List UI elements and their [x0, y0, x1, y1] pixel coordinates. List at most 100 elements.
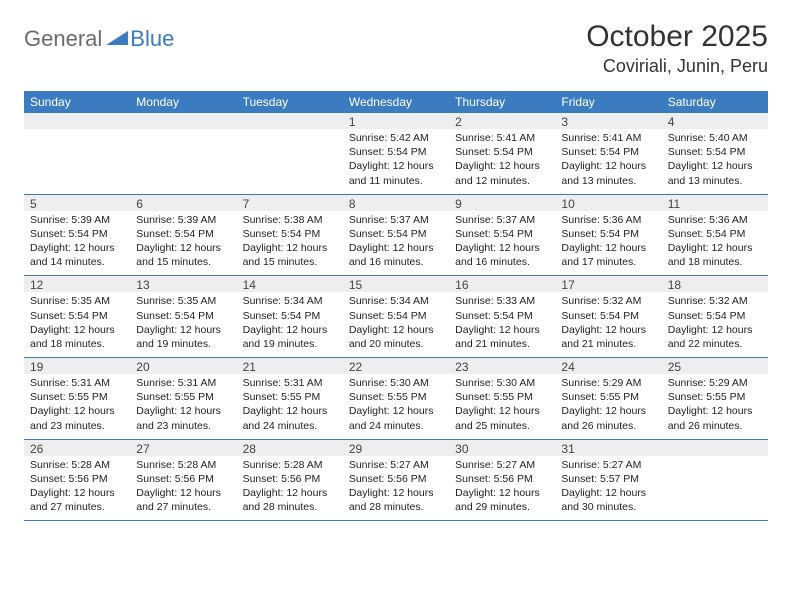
- day1-text: Daylight: 12 hours: [349, 241, 443, 255]
- day2-text: and 28 minutes.: [243, 500, 337, 514]
- day2-text: and 24 minutes.: [349, 419, 443, 433]
- day1-text: Daylight: 12 hours: [349, 404, 443, 418]
- cell-body: [662, 456, 768, 518]
- cell-body: Sunrise: 5:33 AMSunset: 5:54 PMDaylight:…: [449, 292, 555, 357]
- calendar-cell: 20Sunrise: 5:31 AMSunset: 5:55 PMDayligh…: [130, 358, 236, 439]
- weeks-container: 1Sunrise: 5:42 AMSunset: 5:54 PMDaylight…: [24, 113, 768, 521]
- day1-text: Daylight: 12 hours: [561, 159, 655, 173]
- day2-text: and 14 minutes.: [30, 255, 124, 269]
- week-row: 5Sunrise: 5:39 AMSunset: 5:54 PMDaylight…: [24, 195, 768, 277]
- calendar-cell: 19Sunrise: 5:31 AMSunset: 5:55 PMDayligh…: [24, 358, 130, 439]
- day2-text: and 19 minutes.: [136, 337, 230, 351]
- day-number: 16: [449, 276, 555, 292]
- sunrise-text: Sunrise: 5:27 AM: [455, 458, 549, 472]
- day1-text: Daylight: 12 hours: [561, 486, 655, 500]
- sunrise-text: Sunrise: 5:30 AM: [455, 376, 549, 390]
- calendar-cell: [662, 440, 768, 521]
- calendar-cell: 14Sunrise: 5:34 AMSunset: 5:54 PMDayligh…: [237, 276, 343, 357]
- sunset-text: Sunset: 5:54 PM: [455, 227, 549, 241]
- day-number: 31: [555, 440, 661, 456]
- calendar-cell: 17Sunrise: 5:32 AMSunset: 5:54 PMDayligh…: [555, 276, 661, 357]
- day2-text: and 15 minutes.: [136, 255, 230, 269]
- cell-body: Sunrise: 5:40 AMSunset: 5:54 PMDaylight:…: [662, 129, 768, 194]
- day2-text: and 12 minutes.: [455, 174, 549, 188]
- calendar-cell: 26 Sunrise: 5:28 AMSunset: 5:56 PMDayligh…: [24, 440, 130, 521]
- sunrise-text: Sunrise: 5:35 AM: [30, 294, 124, 308]
- day1-text: Daylight: 12 hours: [561, 404, 655, 418]
- sunrise-text: Sunrise: 5:33 AM: [455, 294, 549, 308]
- sunrise-text: Sunrise: 5:41 AM: [455, 131, 549, 145]
- calendar-cell: [24, 113, 130, 194]
- day1-text: Daylight: 12 hours: [30, 486, 124, 500]
- calendar-cell: [130, 113, 236, 194]
- sunset-text: Sunset: 5:56 PM: [30, 472, 124, 486]
- day-header-wednesday: Wednesday: [343, 91, 449, 113]
- day-number: 4: [662, 113, 768, 129]
- day1-text: Daylight: 12 hours: [455, 159, 549, 173]
- sunset-text: Sunset: 5:54 PM: [243, 309, 337, 323]
- sunrise-text: Sunrise: 5:42 AM: [349, 131, 443, 145]
- sunset-text: Sunset: 5:54 PM: [668, 145, 762, 159]
- day1-text: Daylight: 12 hours: [349, 323, 443, 337]
- calendar-cell: 27Sunrise: 5:28 AMSunset: 5:56 PMDayligh…: [130, 440, 236, 521]
- sunrise-text: Sunrise: 5:35 AM: [136, 294, 230, 308]
- cell-body: Sunrise: 5:34 AMSunset: 5:54 PMDaylight:…: [343, 292, 449, 357]
- cell-body: Sunrise: 5:39 AMSunset: 5:54 PMDaylight:…: [130, 211, 236, 276]
- location: Coviriali, Junin, Peru: [586, 56, 768, 77]
- calendar-cell: 8Sunrise: 5:37 AMSunset: 5:54 PMDaylight…: [343, 195, 449, 276]
- cell-body: Sunrise: 5:42 AMSunset: 5:54 PMDaylight:…: [343, 129, 449, 194]
- day1-text: Daylight: 12 hours: [30, 241, 124, 255]
- day2-text: and 27 minutes.: [30, 500, 124, 514]
- day2-text: and 27 minutes.: [136, 500, 230, 514]
- day2-text: and 11 minutes.: [349, 174, 443, 188]
- day2-text: and 16 minutes.: [455, 255, 549, 269]
- sunrise-text: Sunrise: 5:39 AM: [136, 213, 230, 227]
- calendar-cell: 29Sunrise: 5:27 AMSunset: 5:56 PMDayligh…: [343, 440, 449, 521]
- cell-body: Sunrise: 5:27 AMSunset: 5:56 PMDaylight:…: [343, 456, 449, 521]
- sunset-text: Sunset: 5:55 PM: [561, 390, 655, 404]
- cell-body: Sunrise: 5:32 AMSunset: 5:54 PMDaylight:…: [555, 292, 661, 357]
- day2-text: and 21 minutes.: [455, 337, 549, 351]
- cell-body: Sunrise: 5:29 AMSunset: 5:55 PMDaylight:…: [662, 374, 768, 439]
- day-number: [130, 113, 236, 129]
- sunrise-text: Sunrise: 5:38 AM: [243, 213, 337, 227]
- day-number: 1: [343, 113, 449, 129]
- day2-text: and 19 minutes.: [243, 337, 337, 351]
- day2-text: and 24 minutes.: [243, 419, 337, 433]
- sunrise-text: Sunrise: 5:29 AM: [668, 376, 762, 390]
- day1-text: Daylight: 12 hours: [243, 404, 337, 418]
- calendar-cell: 30Sunrise: 5:27 AMSunset: 5:56 PMDayligh…: [449, 440, 555, 521]
- day-header-row: Sunday Monday Tuesday Wednesday Thursday…: [24, 91, 768, 113]
- day-number: 26: [24, 440, 130, 456]
- cell-body: Sunrise: 5:31 AMSunset: 5:55 PMDaylight:…: [237, 374, 343, 439]
- logo-text-blue: Blue: [130, 26, 174, 52]
- day2-text: and 20 minutes.: [349, 337, 443, 351]
- day1-text: Daylight: 12 hours: [455, 323, 549, 337]
- cell-body: Sunrise: 5:36 AMSunset: 5:54 PMDaylight:…: [662, 211, 768, 276]
- day-header-friday: Friday: [555, 91, 661, 113]
- day2-text: and 30 minutes.: [561, 500, 655, 514]
- cell-body: Sunrise: 5:31 AMSunset: 5:55 PMDaylight:…: [24, 374, 130, 439]
- calendar-cell: 15Sunrise: 5:34 AMSunset: 5:54 PMDayligh…: [343, 276, 449, 357]
- day2-text: and 29 minutes.: [455, 500, 549, 514]
- calendar-cell: 1Sunrise: 5:42 AMSunset: 5:54 PMDaylight…: [343, 113, 449, 194]
- sunset-text: Sunset: 5:55 PM: [136, 390, 230, 404]
- day1-text: Daylight: 12 hours: [136, 486, 230, 500]
- day1-text: Daylight: 12 hours: [668, 159, 762, 173]
- day1-text: Daylight: 12 hours: [668, 404, 762, 418]
- sunset-text: Sunset: 5:55 PM: [455, 390, 549, 404]
- day2-text: and 15 minutes.: [243, 255, 337, 269]
- day1-text: Daylight: 12 hours: [349, 159, 443, 173]
- calendar-cell: 11Sunrise: 5:36 AMSunset: 5:54 PMDayligh…: [662, 195, 768, 276]
- sunset-text: Sunset: 5:57 PM: [561, 472, 655, 486]
- day-number: 30: [449, 440, 555, 456]
- cell-body: Sunrise: 5:41 AMSunset: 5:54 PMDaylight:…: [449, 129, 555, 194]
- title-block: October 2025 Coviriali, Junin, Peru: [586, 20, 768, 77]
- sunrise-text: Sunrise: 5:28 AM: [30, 458, 124, 472]
- day2-text: and 18 minutes.: [30, 337, 124, 351]
- sunrise-text: Sunrise: 5:37 AM: [455, 213, 549, 227]
- sunset-text: Sunset: 5:54 PM: [561, 145, 655, 159]
- cell-body: Sunrise: 5:35 AMSunset: 5:54 PMDaylight:…: [130, 292, 236, 357]
- calendar: Sunday Monday Tuesday Wednesday Thursday…: [24, 91, 768, 521]
- day-number: 21: [237, 358, 343, 374]
